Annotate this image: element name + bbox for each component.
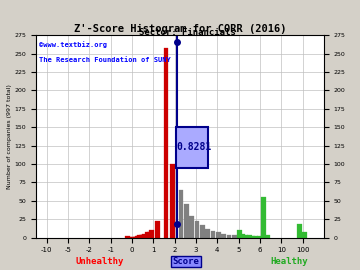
- Bar: [145, 232, 149, 238]
- Bar: [265, 235, 270, 238]
- Bar: [211, 231, 215, 238]
- Bar: [132, 237, 136, 238]
- Bar: [138, 236, 143, 238]
- Bar: [141, 235, 146, 238]
- Bar: [247, 235, 252, 238]
- Text: Healthy: Healthy: [271, 257, 308, 266]
- Bar: [155, 221, 160, 238]
- Bar: [206, 229, 210, 238]
- Bar: [149, 230, 154, 238]
- Bar: [127, 237, 132, 238]
- Bar: [297, 224, 302, 238]
- Text: ©www.textbiz.org: ©www.textbiz.org: [39, 41, 107, 48]
- Bar: [179, 190, 183, 238]
- Y-axis label: Number of companies (997 total): Number of companies (997 total): [6, 84, 12, 189]
- Bar: [253, 236, 258, 238]
- Bar: [134, 237, 139, 238]
- Bar: [136, 236, 141, 238]
- Bar: [133, 237, 138, 238]
- Bar: [227, 235, 231, 238]
- Bar: [147, 232, 152, 238]
- Bar: [221, 234, 226, 238]
- Title: Z'-Score Histogram for CORR (2016): Z'-Score Histogram for CORR (2016): [74, 24, 286, 34]
- Bar: [244, 235, 248, 238]
- Bar: [237, 230, 242, 238]
- Bar: [257, 236, 261, 238]
- Bar: [200, 225, 205, 238]
- Bar: [125, 236, 130, 238]
- Bar: [261, 197, 266, 238]
- FancyBboxPatch shape: [176, 127, 208, 168]
- Bar: [195, 221, 199, 238]
- Bar: [216, 232, 221, 238]
- Bar: [250, 236, 255, 238]
- Text: The Research Foundation of SUNY: The Research Foundation of SUNY: [39, 58, 171, 63]
- Bar: [164, 48, 168, 238]
- Bar: [137, 235, 142, 238]
- Text: Unhealthy: Unhealthy: [75, 257, 123, 266]
- Text: Score: Score: [172, 257, 199, 266]
- Bar: [135, 236, 140, 238]
- Bar: [170, 164, 175, 238]
- Bar: [130, 237, 134, 238]
- Bar: [240, 234, 245, 238]
- Bar: [302, 232, 307, 238]
- Bar: [143, 234, 147, 238]
- Text: 0.8281: 0.8281: [176, 142, 211, 152]
- Bar: [140, 235, 145, 238]
- Bar: [139, 235, 144, 238]
- Bar: [184, 204, 189, 238]
- Text: Sector: Financials: Sector: Financials: [139, 28, 235, 37]
- Bar: [189, 215, 194, 238]
- Bar: [232, 235, 237, 238]
